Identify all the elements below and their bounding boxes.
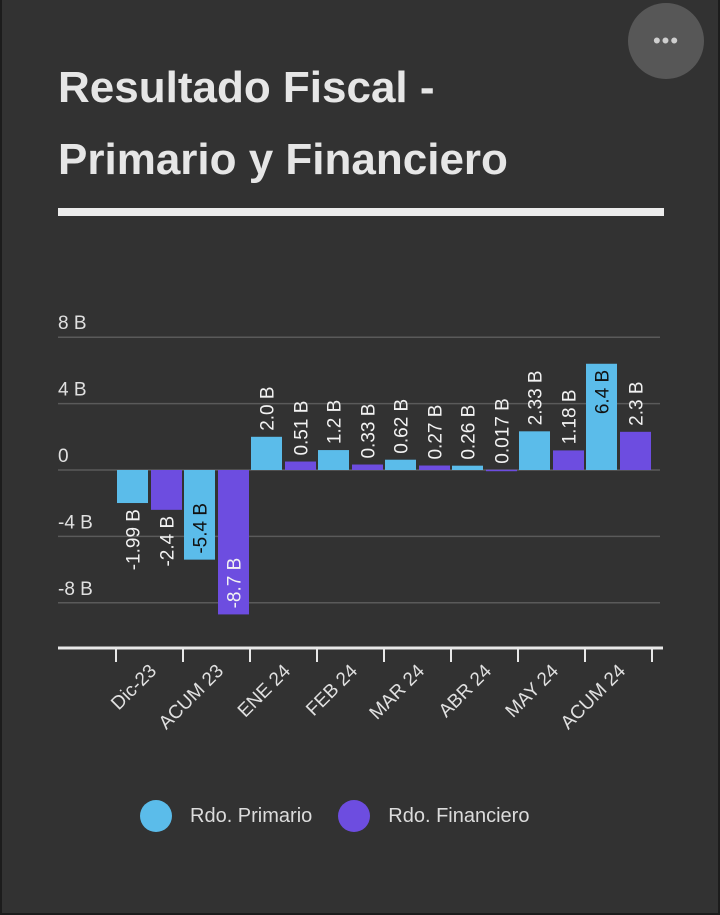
x-tick-label: ACUM 24: [557, 660, 630, 733]
data-label: 0.33 B: [359, 404, 380, 459]
legend-item-financiero[interactable]: Rdo. Financiero: [338, 800, 529, 832]
data-label: 1.18 B: [560, 389, 581, 444]
data-label: 0.51 B: [292, 401, 313, 456]
more-options-button[interactable]: •••: [628, 3, 704, 79]
title-line-2: Primario y Financiero: [58, 135, 508, 184]
y-tick-label: 0: [58, 446, 69, 467]
bar-primario: [251, 436, 282, 470]
data-label: -1.99 B: [124, 509, 145, 570]
x-tick-label: FEB 24: [302, 660, 362, 720]
bar-primario: [385, 459, 416, 470]
x-tick-label: ACUM 23: [155, 661, 228, 734]
chart-title: Resultado Fiscal - Primario y Financiero: [58, 52, 658, 196]
bar-primario: [318, 450, 349, 470]
more-horizontal-icon: •••: [652, 28, 680, 53]
y-tick-label: -4 B: [58, 512, 93, 533]
x-tick-label: MAY 24: [502, 660, 564, 722]
x-tick-label: ABR 24: [435, 660, 496, 721]
title-divider: [58, 208, 664, 216]
data-label: -2.4 B: [158, 516, 179, 567]
bar-primario: [519, 431, 550, 470]
data-label: -5.4 B: [191, 503, 212, 554]
bar-financiero: [352, 464, 383, 470]
bar-financiero: [419, 465, 450, 470]
x-tick-label: MAR 24: [366, 660, 430, 724]
data-label: 0.62 B: [392, 399, 413, 454]
bar-financiero: [620, 431, 651, 470]
y-tick-label: 4 B: [58, 380, 87, 401]
bar-primario: [452, 465, 483, 470]
x-tick-label: Dic-23: [107, 661, 161, 715]
bar-financiero: [151, 470, 182, 510]
bar-primario: [586, 363, 617, 470]
bar-financiero: [553, 450, 584, 470]
data-label: 1.2 B: [325, 400, 346, 444]
bar-financiero: [486, 469, 517, 472]
x-tick-label: ENE 24: [234, 660, 295, 721]
data-label: 2.33 B: [526, 370, 547, 425]
y-tick-label: 8 B: [58, 313, 87, 334]
data-label: 6.4 B: [593, 370, 614, 414]
y-tick-label: -8 B: [58, 579, 93, 600]
legend-label-financiero: Rdo. Financiero: [388, 804, 530, 827]
data-label: 2.0 B: [258, 386, 279, 430]
bar-financiero: [218, 470, 249, 615]
legend-label-primario: Rdo. Primario: [190, 804, 313, 827]
bar-primario: [184, 470, 215, 560]
data-label: 2.3 B: [627, 381, 648, 425]
data-label: 0.27 B: [426, 405, 447, 460]
data-label: 0.26 B: [459, 405, 480, 460]
legend-swatch-primario: [140, 800, 172, 832]
title-line-1: Resultado Fiscal -: [58, 63, 435, 112]
legend-swatch-financiero: [338, 800, 371, 832]
bar-primario: [117, 470, 148, 504]
bar-financiero: [285, 461, 316, 470]
data-label: 0.017 B: [493, 398, 514, 464]
legend-item-primario[interactable]: Rdo. Primario: [140, 800, 312, 832]
chart-legend: Rdo. Primario Rdo. Financiero: [140, 800, 555, 832]
data-label: -8.7 B: [225, 558, 246, 609]
